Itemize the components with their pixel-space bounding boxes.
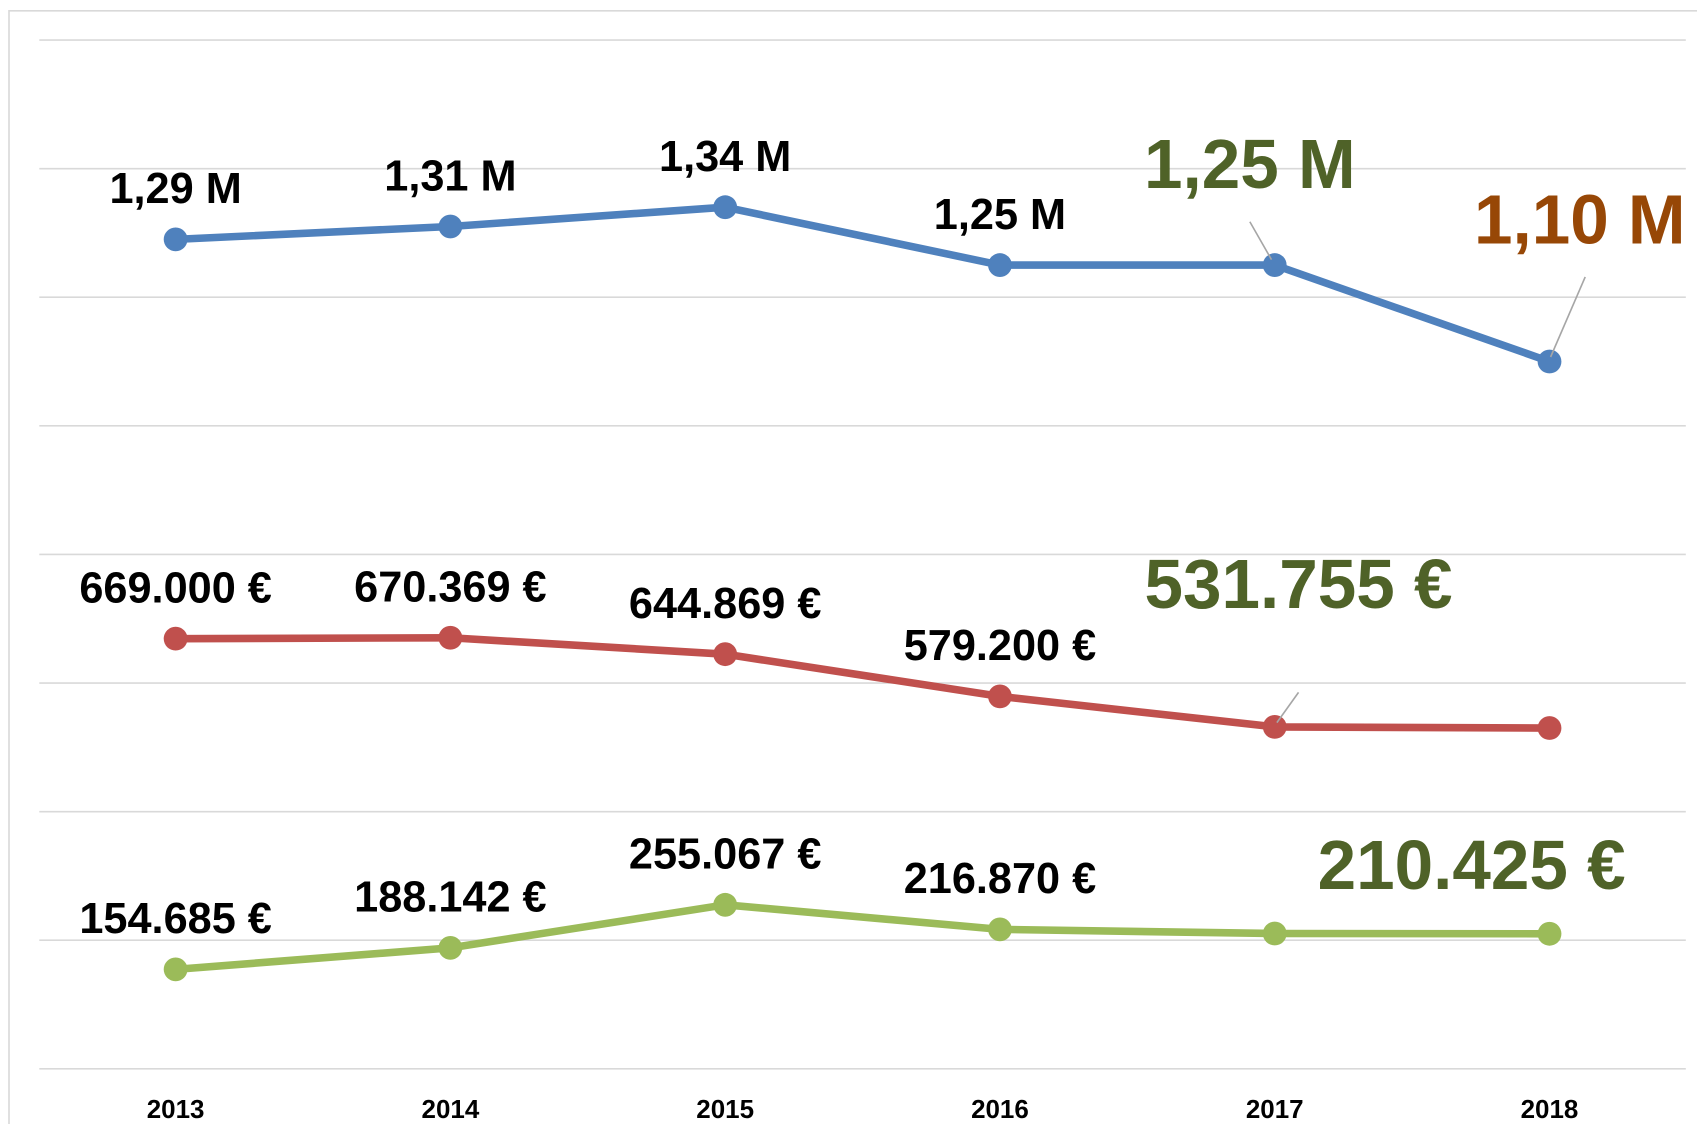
x-tick-label: 2013 bbox=[147, 1094, 205, 1124]
leader-line bbox=[1276, 691, 1300, 724]
data-point bbox=[163, 957, 188, 982]
data-point bbox=[1537, 716, 1562, 740]
data-point bbox=[438, 214, 463, 239]
data-label: 670.369 € bbox=[354, 564, 546, 612]
data-point bbox=[163, 227, 188, 252]
data-point bbox=[438, 935, 463, 960]
data-label: 644.869 € bbox=[629, 580, 821, 628]
highlight-label: 1,25 M bbox=[1144, 125, 1356, 203]
data-point bbox=[163, 626, 188, 651]
data-point bbox=[1537, 349, 1562, 374]
leader-line bbox=[1249, 221, 1273, 261]
data-label: 154.685 € bbox=[79, 895, 271, 943]
x-tick-label: 2018 bbox=[1521, 1094, 1579, 1124]
data-point bbox=[1537, 921, 1562, 946]
data-point bbox=[438, 625, 463, 650]
data-point bbox=[713, 892, 738, 917]
data-label: 188.142 € bbox=[354, 874, 546, 922]
data-point bbox=[1262, 253, 1287, 277]
series-line bbox=[175, 633, 1550, 732]
x-tick-label: 2015 bbox=[696, 1094, 754, 1124]
data-point bbox=[988, 684, 1012, 709]
data-point bbox=[1262, 715, 1287, 739]
data-point bbox=[713, 642, 738, 667]
x-tick-label: 2016 bbox=[971, 1094, 1029, 1124]
data-label: 1,34 M bbox=[659, 133, 791, 181]
data-label: 216.870 € bbox=[904, 855, 1096, 903]
data-label: 579.200 € bbox=[904, 622, 1096, 670]
data-label: 1,31 M bbox=[384, 152, 516, 200]
data-label: 255.067 € bbox=[629, 831, 821, 879]
x-tick-label: 2014 bbox=[422, 1094, 480, 1124]
leader-line bbox=[1549, 276, 1586, 358]
series-line bbox=[175, 203, 1551, 366]
series-line bbox=[175, 901, 1550, 974]
highlight-label: 1,10 M bbox=[1474, 180, 1686, 258]
data-label: 1,25 M bbox=[934, 191, 1066, 239]
x-tick-label: 2017 bbox=[1246, 1094, 1304, 1124]
highlight-label: 531.755 € bbox=[1145, 545, 1453, 623]
data-point bbox=[713, 195, 738, 220]
highlight-label: 210.425 € bbox=[1318, 826, 1626, 904]
data-point bbox=[988, 917, 1012, 942]
data-label: 1,29 M bbox=[109, 165, 241, 213]
data-point bbox=[988, 253, 1012, 277]
chart-frame bbox=[8, 10, 1697, 1124]
data-point bbox=[1262, 921, 1287, 946]
data-label: 669.000 € bbox=[79, 564, 271, 612]
